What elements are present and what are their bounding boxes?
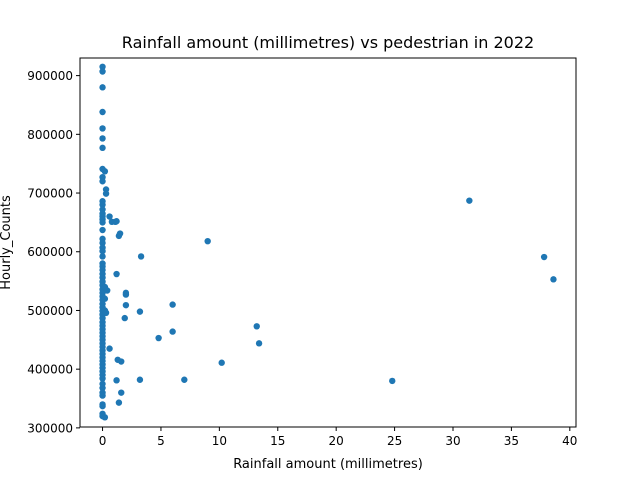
data-point [101, 168, 109, 175]
y-axis-label: Hourly_Counts [0, 195, 14, 290]
data-point [99, 392, 106, 399]
data-point [113, 218, 120, 225]
y-tick-label: 500000 [27, 304, 73, 318]
data-point [204, 237, 211, 245]
data-point [106, 213, 113, 220]
data-point [99, 135, 106, 142]
x-tick-label: 10 [212, 434, 227, 448]
data-point [116, 230, 124, 237]
data-point [137, 253, 145, 260]
data-point [118, 389, 125, 396]
data-point [99, 402, 106, 410]
data-point [99, 178, 106, 185]
data-point [113, 377, 120, 384]
data-point [169, 301, 176, 308]
data-points [99, 63, 557, 421]
data-point [118, 358, 125, 365]
x-tick-label: 30 [445, 434, 460, 448]
data-point [540, 253, 548, 261]
data-point [136, 376, 144, 383]
data-point [99, 201, 106, 208]
x-axis-ticks: 0 5 10 15 20 25 30 35 40 [99, 427, 577, 448]
plot-frame [79, 57, 577, 428]
data-point [181, 376, 188, 383]
y-axis-ticks: 300000 400000 500000 600000 700000 800000 9000… [27, 69, 80, 435]
data-point [99, 144, 106, 152]
x-tick-label: 0 [99, 434, 107, 448]
x-tick-label: 20 [329, 434, 344, 448]
data-point [389, 377, 396, 385]
y-tick-label: 300000 [27, 421, 73, 435]
data-point [99, 375, 106, 382]
data-point [99, 384, 106, 392]
y-tick-label: 900000 [27, 69, 73, 83]
data-point [99, 68, 106, 75]
data-point [99, 239, 106, 247]
data-point [136, 308, 144, 315]
data-point [122, 291, 130, 298]
x-axis-label: Rainfall amount (millimetres) [233, 457, 423, 472]
data-point [101, 295, 109, 302]
data-point [99, 253, 106, 260]
data-point [550, 276, 557, 283]
data-point [253, 323, 260, 330]
x-tick-label: 25 [387, 434, 402, 448]
data-point [99, 63, 106, 71]
data-point [99, 219, 106, 226]
x-tick-label: 35 [504, 434, 519, 448]
data-point [155, 334, 162, 342]
data-point [169, 328, 176, 335]
data-point [101, 414, 109, 421]
data-point [99, 247, 106, 255]
data-point [99, 125, 106, 132]
y-tick-label: 600000 [27, 245, 73, 259]
y-tick-label: 400000 [27, 363, 73, 377]
data-point [104, 287, 111, 294]
x-tick-label: 5 [157, 434, 165, 448]
chart-title: Rainfall amount (millimetres) vs pedestr… [122, 33, 534, 52]
data-point [99, 226, 106, 234]
data-point [99, 108, 106, 116]
data-point [466, 197, 473, 204]
data-point [121, 314, 128, 322]
data-point [218, 359, 225, 366]
data-point [255, 340, 263, 347]
data-point [122, 301, 130, 309]
data-point [115, 399, 123, 406]
x-tick-label: 15 [270, 434, 285, 448]
data-point [102, 190, 110, 197]
data-point [99, 84, 106, 91]
x-tick-label: 40 [562, 434, 577, 448]
y-tick-label: 700000 [27, 187, 73, 201]
data-point [113, 270, 120, 278]
y-tick-label: 800000 [27, 128, 73, 142]
data-point [102, 309, 110, 317]
data-point [106, 345, 113, 352]
